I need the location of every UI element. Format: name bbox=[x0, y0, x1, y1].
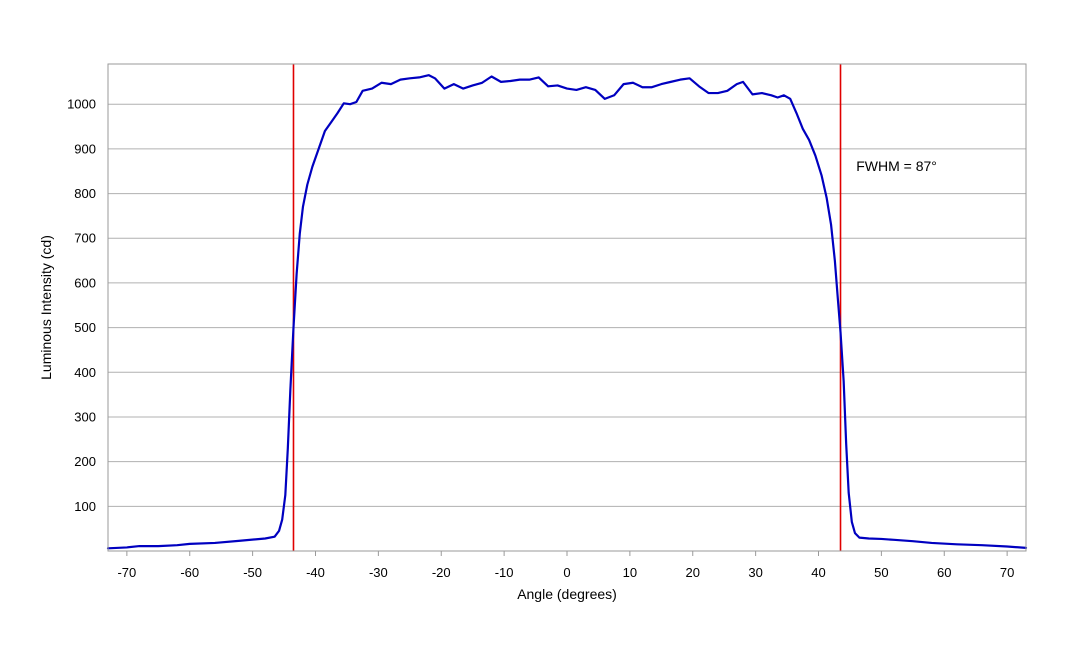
y-tick-label: 200 bbox=[74, 454, 96, 469]
series-line-1 bbox=[106, 74, 1028, 550]
y-tick-label: 1000 bbox=[67, 97, 96, 112]
y-tick-label: 400 bbox=[74, 365, 96, 380]
y-tick-label: 800 bbox=[74, 186, 96, 201]
x-tick-label: 60 bbox=[937, 565, 951, 580]
x-tick-label: -20 bbox=[432, 565, 451, 580]
y-tick-label: 100 bbox=[74, 499, 96, 514]
series-layer bbox=[106, 74, 1028, 550]
x-tick-label: -30 bbox=[369, 565, 388, 580]
x-tick-label: 40 bbox=[811, 565, 825, 580]
x-axis-ticks: -70 -60 -50 -40 -30 -20 -10 0 10 20 30 40 50 60 70 bbox=[117, 551, 1014, 580]
y-tick-label: 700 bbox=[74, 231, 96, 246]
x-tick-label: 20 bbox=[686, 565, 700, 580]
x-axis-title: Angle (degrees) bbox=[517, 586, 617, 602]
x-tick-label: 70 bbox=[1000, 565, 1014, 580]
x-tick-label: -60 bbox=[180, 565, 199, 580]
x-tick-label: 10 bbox=[623, 565, 637, 580]
fwhm-annotation: FWHM = 87° bbox=[856, 158, 937, 174]
y-axis-ticks: 100 200 300 400 500 600 700 800 900 1000 bbox=[67, 97, 96, 514]
plot-frame bbox=[107, 63, 1027, 552]
x-tick-label: -70 bbox=[117, 565, 136, 580]
x-tick-label: 50 bbox=[874, 565, 888, 580]
x-tick-label: 0 bbox=[563, 565, 570, 580]
y-tick-label: 600 bbox=[74, 275, 96, 290]
y-tick-label: 500 bbox=[74, 320, 96, 335]
y-tick-label: 900 bbox=[74, 141, 96, 156]
x-tick-label: -10 bbox=[495, 565, 514, 580]
y-tick-label: 300 bbox=[74, 409, 96, 424]
x-tick-label: -50 bbox=[243, 565, 262, 580]
grid-lines bbox=[108, 103, 1026, 507]
x-tick-label: 30 bbox=[748, 565, 762, 580]
fwhm-markers bbox=[292, 64, 842, 551]
x-tick-label: -40 bbox=[306, 565, 325, 580]
y-axis-title: Luminous Intensity (cd) bbox=[38, 235, 54, 380]
